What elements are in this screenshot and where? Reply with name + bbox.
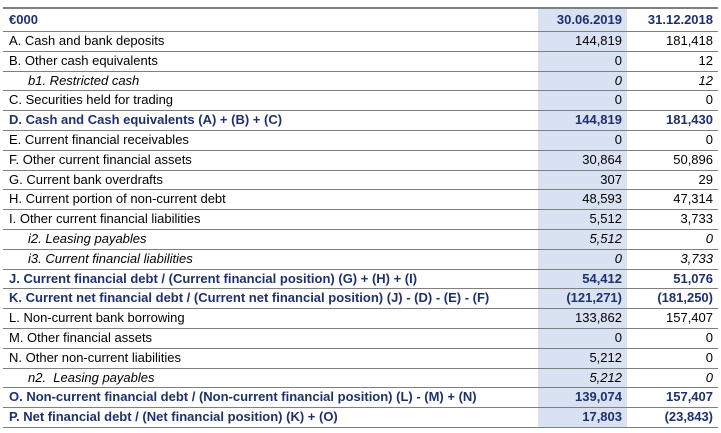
value-current: 5,512 — [538, 209, 627, 230]
value-prior: 157,407 — [627, 387, 718, 409]
value-current: 0 — [538, 249, 627, 270]
value-current: 0 — [538, 51, 627, 72]
value-current: 0 — [538, 90, 627, 112]
value-current: 133,862 — [538, 308, 627, 329]
table-row: B. Other cash equivalents 0 12 — [3, 51, 718, 72]
row-label: C. Securities held for trading — [3, 90, 538, 112]
row-label: K. Current net financial debt / (Current… — [3, 288, 538, 310]
row-label: A. Cash and bank deposits — [3, 31, 538, 52]
column-header-current: 30.06.2019 — [538, 8, 627, 32]
value-current: (121,271) — [538, 288, 627, 310]
column-header-prior: 31.12.2018 — [627, 8, 718, 32]
row-label: i2. Leasing payables — [3, 229, 538, 250]
value-prior: 51,076 — [627, 269, 718, 290]
row-label: n2. Leasing payables — [3, 368, 538, 389]
table-row: L. Non-current bank borrowing 133,862 15… — [3, 308, 718, 329]
value-prior: (181,250) — [627, 288, 718, 310]
value-prior: 181,418 — [627, 31, 718, 52]
value-current: 0 — [538, 71, 627, 92]
value-prior: 12 — [627, 71, 718, 92]
value-current: 17,803 — [538, 407, 627, 428]
table-row: b1. Restricted cash 0 12 — [3, 71, 718, 92]
table-row: i3. Current financial liabilities 0 3,73… — [3, 249, 718, 270]
value-prior: 47,314 — [627, 189, 718, 211]
table-row: n2. Leasing payables 5,212 0 — [3, 368, 718, 389]
value-prior: 0 — [627, 348, 718, 369]
table-row: J. Current financial debt / (Current fin… — [3, 269, 718, 290]
value-prior: 157,407 — [627, 308, 718, 329]
value-current: 144,819 — [538, 31, 627, 52]
value-prior: (23,843) — [627, 407, 718, 428]
table-row: G. Current bank overdrafts 307 29 — [3, 170, 718, 191]
value-prior: 12 — [627, 51, 718, 72]
table-row: M. Other financial assets 0 0 — [3, 328, 718, 349]
value-current: 139,074 — [538, 387, 627, 409]
table-row: A. Cash and bank deposits 144,819 181,41… — [3, 31, 718, 52]
row-label: G. Current bank overdrafts — [3, 170, 538, 191]
row-label: D. Cash and Cash equivalents (A) + (B) +… — [3, 110, 538, 131]
row-label: O. Non-current financial debt / (Non-cur… — [3, 387, 538, 409]
table-row: C. Securities held for trading 0 0 — [3, 90, 718, 112]
value-prior: 0 — [627, 368, 718, 389]
header-row: €000 30.06.2019 31.12.2018 — [3, 8, 718, 32]
table-row: K. Current net financial debt / (Current… — [3, 288, 718, 310]
table-row: i2. Leasing payables 5,512 0 — [3, 229, 718, 250]
row-label: N. Other non-current liabilities — [3, 348, 538, 369]
unit-header: €000 — [3, 8, 538, 32]
value-prior: 3,733 — [627, 209, 718, 230]
value-current: 5,512 — [538, 229, 627, 250]
value-prior: 0 — [627, 130, 718, 151]
table-row: D. Cash and Cash equivalents (A) + (B) +… — [3, 110, 718, 131]
row-label: I. Other current financial liabilities — [3, 209, 538, 230]
table-row: N. Other non-current liabilities 5,212 0 — [3, 348, 718, 369]
value-current: 0 — [538, 328, 627, 349]
net-financial-position-table: €000 30.06.2019 31.12.2018 A. Cash and b… — [3, 7, 718, 428]
value-current: 144,819 — [538, 110, 627, 131]
table-row: E. Current financial receivables 0 0 — [3, 130, 718, 151]
value-current: 54,412 — [538, 269, 627, 290]
value-current: 30,864 — [538, 150, 627, 171]
value-current: 0 — [538, 130, 627, 151]
row-label: E. Current financial receivables — [3, 130, 538, 151]
value-current: 5,212 — [538, 368, 627, 389]
value-current: 48,593 — [538, 189, 627, 211]
value-prior: 181,430 — [627, 110, 718, 131]
row-label: P. Net financial debt / (Net financial p… — [3, 407, 538, 428]
value-prior: 0 — [627, 90, 718, 112]
table-row: F. Other current financial assets 30,864… — [3, 150, 718, 171]
value-prior: 3,733 — [627, 249, 718, 270]
value-prior: 0 — [627, 328, 718, 349]
row-label: J. Current financial debt / (Current fin… — [3, 269, 538, 290]
row-label: F. Other current financial assets — [3, 150, 538, 171]
value-current: 5,212 — [538, 348, 627, 369]
row-label: H. Current portion of non-current debt — [3, 189, 538, 211]
row-label: B. Other cash equivalents — [3, 51, 538, 72]
value-current: 307 — [538, 170, 627, 191]
value-prior: 50,896 — [627, 150, 718, 171]
row-label: M. Other financial assets — [3, 328, 538, 349]
table-row: O. Non-current financial debt / (Non-cur… — [3, 387, 718, 409]
table-row: P. Net financial debt / (Net financial p… — [3, 407, 718, 428]
value-prior: 29 — [627, 170, 718, 191]
table-row: I. Other current financial liabilities 5… — [3, 209, 718, 230]
row-label: i3. Current financial liabilities — [3, 249, 538, 270]
table-body: €000 30.06.2019 31.12.2018 A. Cash and b… — [3, 8, 718, 428]
value-prior: 0 — [627, 229, 718, 250]
row-label: b1. Restricted cash — [3, 71, 538, 92]
table-row: H. Current portion of non-current debt 4… — [3, 189, 718, 211]
row-label: L. Non-current bank borrowing — [3, 308, 538, 329]
